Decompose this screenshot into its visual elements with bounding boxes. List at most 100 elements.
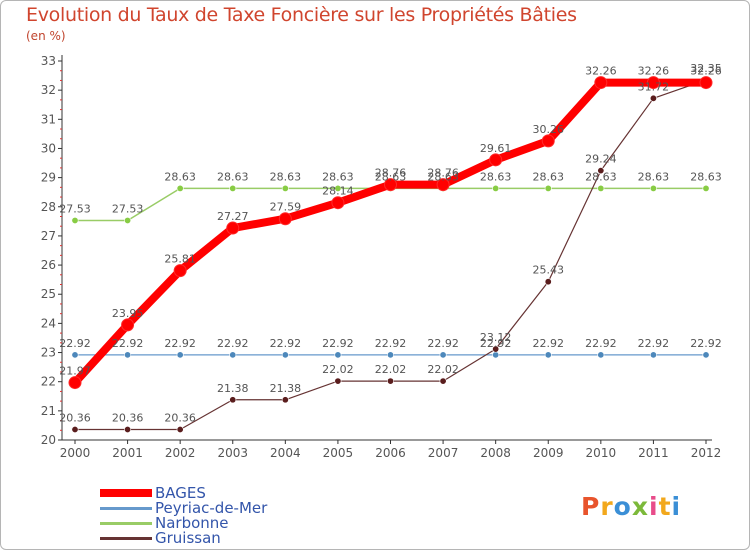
data-label: 22.92 <box>427 337 459 350</box>
data-label: 20.36 <box>112 412 144 425</box>
data-point <box>702 184 710 192</box>
data-label: 28.63 <box>585 170 617 183</box>
data-point <box>544 351 552 359</box>
data-point <box>124 426 132 434</box>
data-label: 28.63 <box>217 170 249 183</box>
data-label: 27.27 <box>217 210 249 223</box>
data-label: 22.92 <box>59 337 91 350</box>
data-label: 28.63 <box>480 170 512 183</box>
y-tick-label: 33 <box>41 54 56 68</box>
logo-letter: P <box>581 492 601 521</box>
data-point <box>229 184 237 192</box>
data-label: 20.36 <box>164 412 196 425</box>
logo-letter: o <box>613 492 632 521</box>
data-point <box>176 184 184 192</box>
data-point <box>334 351 342 359</box>
data-point <box>492 184 500 192</box>
data-label: 22.92 <box>375 337 407 350</box>
data-point <box>439 351 447 359</box>
data-point <box>544 278 552 286</box>
data-label: 22.92 <box>217 337 249 350</box>
data-point <box>176 426 184 434</box>
data-label: 22.02 <box>322 363 354 376</box>
data-label: 22.92 <box>322 337 354 350</box>
x-tick-label: 2000 <box>60 446 91 460</box>
y-tick-label: 29 <box>41 171 56 185</box>
data-label: 22.92 <box>638 337 670 350</box>
x-tick-label: 2002 <box>165 446 196 460</box>
data-label: 22.92 <box>480 337 512 350</box>
data-label: 22.02 <box>427 363 459 376</box>
data-point <box>439 377 447 385</box>
data-label: 21.97 <box>59 365 91 378</box>
data-point <box>386 377 394 385</box>
data-point <box>68 376 82 390</box>
x-tick-label: 2010 <box>586 446 617 460</box>
x-tick-label: 2012 <box>691 446 722 460</box>
series-line-narbonne <box>74 187 707 222</box>
y-tick-label: 21 <box>41 404 56 418</box>
y-tick-label: 28 <box>41 200 56 214</box>
data-label: 25.81 <box>164 253 196 266</box>
legend-label-narbonne: Narbonne <box>155 514 229 532</box>
y-tick-label: 30 <box>41 141 56 155</box>
data-label: 22.92 <box>690 337 722 350</box>
data-label: 22.92 <box>533 337 565 350</box>
y-tick-label: 27 <box>41 229 56 243</box>
data-label: 20.36 <box>59 412 91 425</box>
data-point <box>597 184 605 192</box>
data-point <box>649 184 657 192</box>
data-point <box>597 167 605 175</box>
legend-swatch-bages <box>100 489 152 497</box>
data-point <box>384 178 397 192</box>
legend-swatch-narbonne <box>100 521 152 525</box>
data-label: 22.92 <box>112 337 144 350</box>
y-tick-label: 31 <box>41 112 56 126</box>
y-tick-label: 26 <box>41 258 56 272</box>
data-label: 22.02 <box>375 363 407 376</box>
x-tick-label: 2006 <box>375 446 406 460</box>
data-label: 28.63 <box>164 170 196 183</box>
data-point <box>544 184 552 192</box>
legend-label-bages: BAGES <box>155 484 206 502</box>
chart-title: Evolution du Taux de Taxe Foncière sur l… <box>26 4 577 26</box>
x-tick-label: 2011 <box>638 446 669 460</box>
data-label: 28.63 <box>322 170 354 183</box>
proxiti-logo: Proxiti <box>581 492 681 521</box>
data-label: 32.35 <box>690 62 722 75</box>
data-label: 32.26 <box>585 65 617 78</box>
legend-swatch-peyriac-de-mer <box>100 506 152 510</box>
data-label: 31.72 <box>638 80 670 93</box>
data-point <box>492 345 500 353</box>
data-point <box>278 212 292 226</box>
data-label: 22.92 <box>585 337 617 350</box>
data-point <box>173 264 187 278</box>
data-point <box>229 396 237 404</box>
x-tick-label: 2003 <box>217 446 248 460</box>
data-label: 27.53 <box>112 202 144 215</box>
logo-letter: t <box>658 492 672 521</box>
data-point <box>597 351 605 359</box>
data-point <box>649 94 657 102</box>
data-label: 23.95 <box>112 307 144 320</box>
legend-label-gruissan: Gruissan <box>155 529 221 547</box>
logo-letter: i <box>671 492 682 521</box>
x-tick-label: 2001 <box>112 446 143 460</box>
data-point <box>281 351 289 359</box>
data-label: 28.14 <box>322 185 354 198</box>
data-point <box>594 76 608 90</box>
legend-swatch-gruissan <box>100 536 152 540</box>
data-point <box>649 351 657 359</box>
data-label: 27.53 <box>59 202 91 215</box>
y-tick-label: 24 <box>41 316 56 330</box>
y-tick-label: 22 <box>41 375 56 389</box>
data-label: 29.61 <box>480 142 512 155</box>
x-tick-label: 2009 <box>533 446 564 460</box>
x-tick-label: 2008 <box>480 446 511 460</box>
data-point <box>176 351 184 359</box>
legend-label-peyriac-de-mer: Peyriac-de-Mer <box>155 499 268 517</box>
data-label: 32.26 <box>638 65 670 78</box>
data-label: 28.63 <box>638 170 670 183</box>
